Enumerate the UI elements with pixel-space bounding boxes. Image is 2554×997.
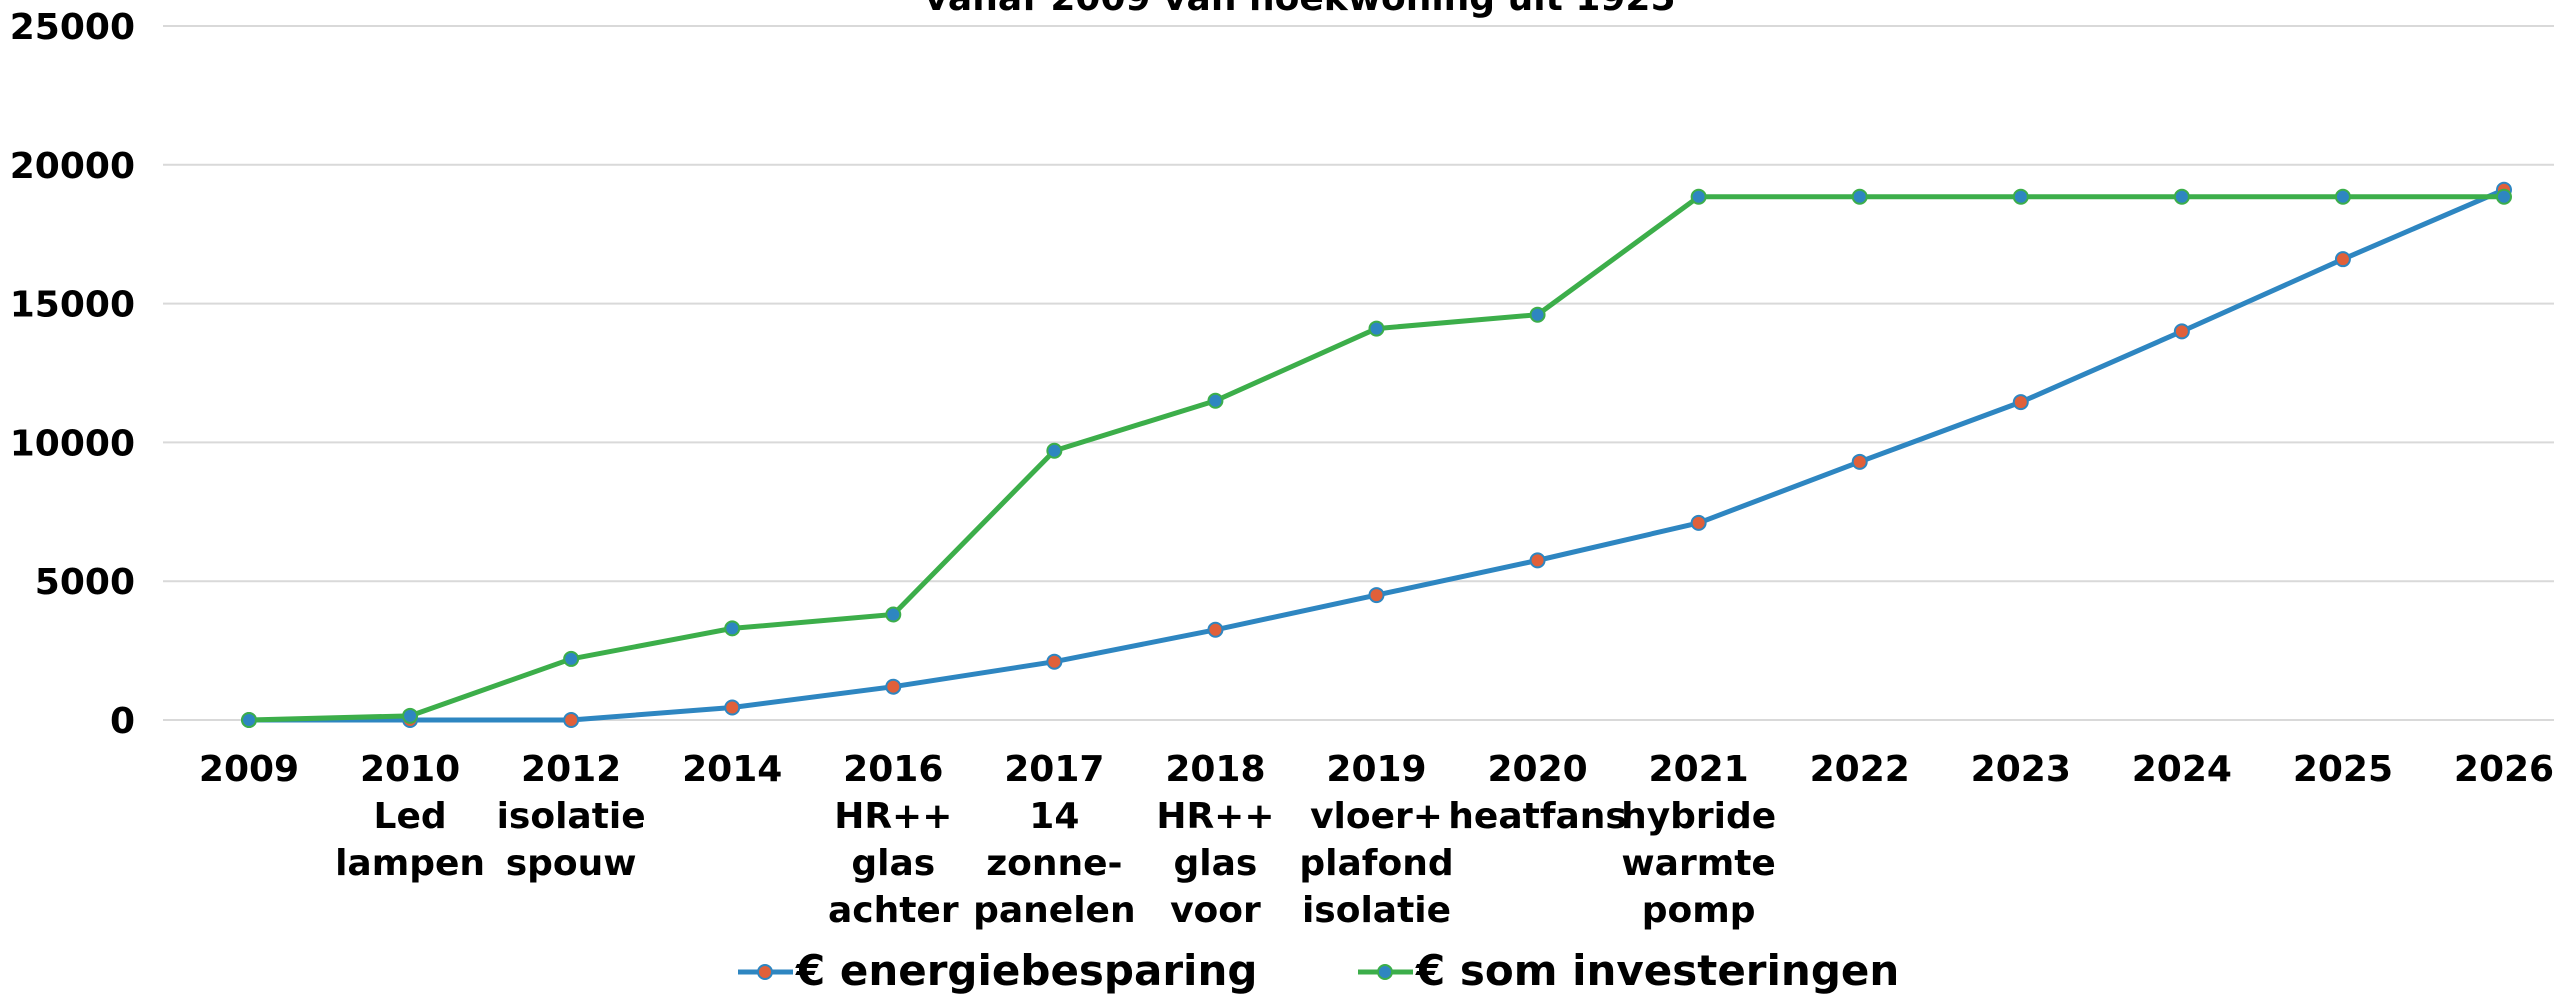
data-point [1529,552,1546,569]
x-tick-line: Led [374,796,447,837]
legend-item: € energiebesparing [738,946,1257,995]
data-point [2173,188,2190,205]
x-tick-label: 2026 [2454,749,2554,790]
x-tick-label: 2010 Led lampen [335,749,485,884]
x-tick-line: 2023 [1971,749,2071,790]
x-tick-line: 2010 [360,749,460,790]
x-tick-label: 2012 isolatie spouw [497,749,646,884]
legend-marker [757,964,773,980]
x-tick-label: 2019 vloer+ plafond isolatie [1299,749,1453,931]
y-tick-label: 10000 [10,423,135,464]
series-line [249,187,2505,723]
x-tick-label: 2021 hybride warmte pomp [1621,749,1776,931]
data-point [241,712,257,728]
x-tick-line: 2021 [1649,749,1749,790]
x-tick-line: 2024 [2132,749,2232,790]
x-tick-line: spouw [506,843,637,884]
data-point [1046,653,1063,670]
x-tick-line: HR++ [834,796,952,837]
data-point [1690,514,1707,531]
x-tick-label: 2014 [682,749,782,790]
x-tick-line: heatfans [1448,796,1627,837]
data-point [563,650,580,667]
x-tick-label: 2025 [2293,749,2393,790]
data-point [885,678,902,695]
legend-item: € som investeringen [1358,946,1899,995]
x-tick-line: pomp [1642,890,1756,931]
data-point [724,620,741,637]
x-tick-label: 2024 [2132,749,2232,790]
data-point [1690,188,1707,205]
data-point [402,707,419,724]
data-point [1207,621,1224,638]
x-tick-line: 2012 [521,749,621,790]
x-tick-line: 2022 [1810,749,1910,790]
data-point [1851,188,1868,205]
legend-marker [1377,964,1393,980]
data-point [1207,392,1224,409]
data-point [2173,323,2190,340]
x-tick-line: panelen [973,890,1136,931]
x-tick-line: warmte [1621,843,1775,884]
legend-label: € energiebesparing [795,946,1257,995]
y-tick-label: 0 [110,701,135,742]
x-tick-line: 2019 [1326,749,1426,790]
x-tick-line: 2009 [199,749,299,790]
legend-label: € som investeringen [1415,946,1899,995]
series-line [248,194,2504,723]
y-tick-label: 25000 [10,7,135,48]
data-point [563,712,580,728]
x-tick-line: vloer+ [1310,796,1443,837]
x-tick-line: 2018 [1165,749,1265,790]
x-tick-line: 2016 [843,749,943,790]
x-tick-line: isolatie [1302,890,1451,931]
x-tick-label: 2022 [1810,749,1910,790]
x-tick-line: 2020 [1487,749,1587,790]
data-point [885,606,902,623]
data-point [1046,442,1063,459]
data-point [724,699,741,716]
data-point [2334,251,2351,268]
x-tick-line: zonne- [986,843,1122,884]
data-point [1851,453,1868,470]
x-tick-line: 2026 [2454,749,2554,790]
x-tick-label: 2017 14 zonne-panelen [973,749,1136,931]
data-point [1368,587,1385,604]
x-tick-line: 2017 [1004,749,1104,790]
y-tick-label: 20000 [10,146,135,187]
data-point [1529,306,1546,323]
x-tick-label: 2018 HR++ glas voor [1156,749,1274,931]
x-tick-label: 2023 [1971,749,2071,790]
chart-title: vanaf 2009 van hoekwoning uit 1925 [924,0,1675,19]
x-tick-line: lampen [335,843,485,884]
x-tick-line: isolatie [497,796,646,837]
data-point [2012,188,2029,205]
x-tick-line: 2025 [2293,749,2393,790]
x-tick-label: 2009 [199,749,299,790]
x-tick-line: HR++ [1156,796,1274,837]
x-tick-line: plafond [1299,843,1453,884]
x-tick-line: hybride [1621,796,1776,837]
x-tick-line: 14 [1029,796,1079,837]
y-tick-label: 5000 [35,562,135,603]
y-tick-label: 15000 [10,285,135,326]
data-point [2334,188,2351,205]
data-point [2496,188,2512,205]
x-tick-label: 2020 heatfans [1448,749,1627,837]
x-tick-line: achter [828,890,959,931]
x-tick-line: 2014 [682,749,782,790]
x-tick-line: glas [851,843,935,884]
x-tick-line: voor [1170,890,1261,931]
data-point [1368,320,1385,337]
x-tick-label: 2016 HR++ glas achter [828,749,959,931]
data-point [2012,394,2029,411]
x-tick-line: glas [1174,843,1258,884]
